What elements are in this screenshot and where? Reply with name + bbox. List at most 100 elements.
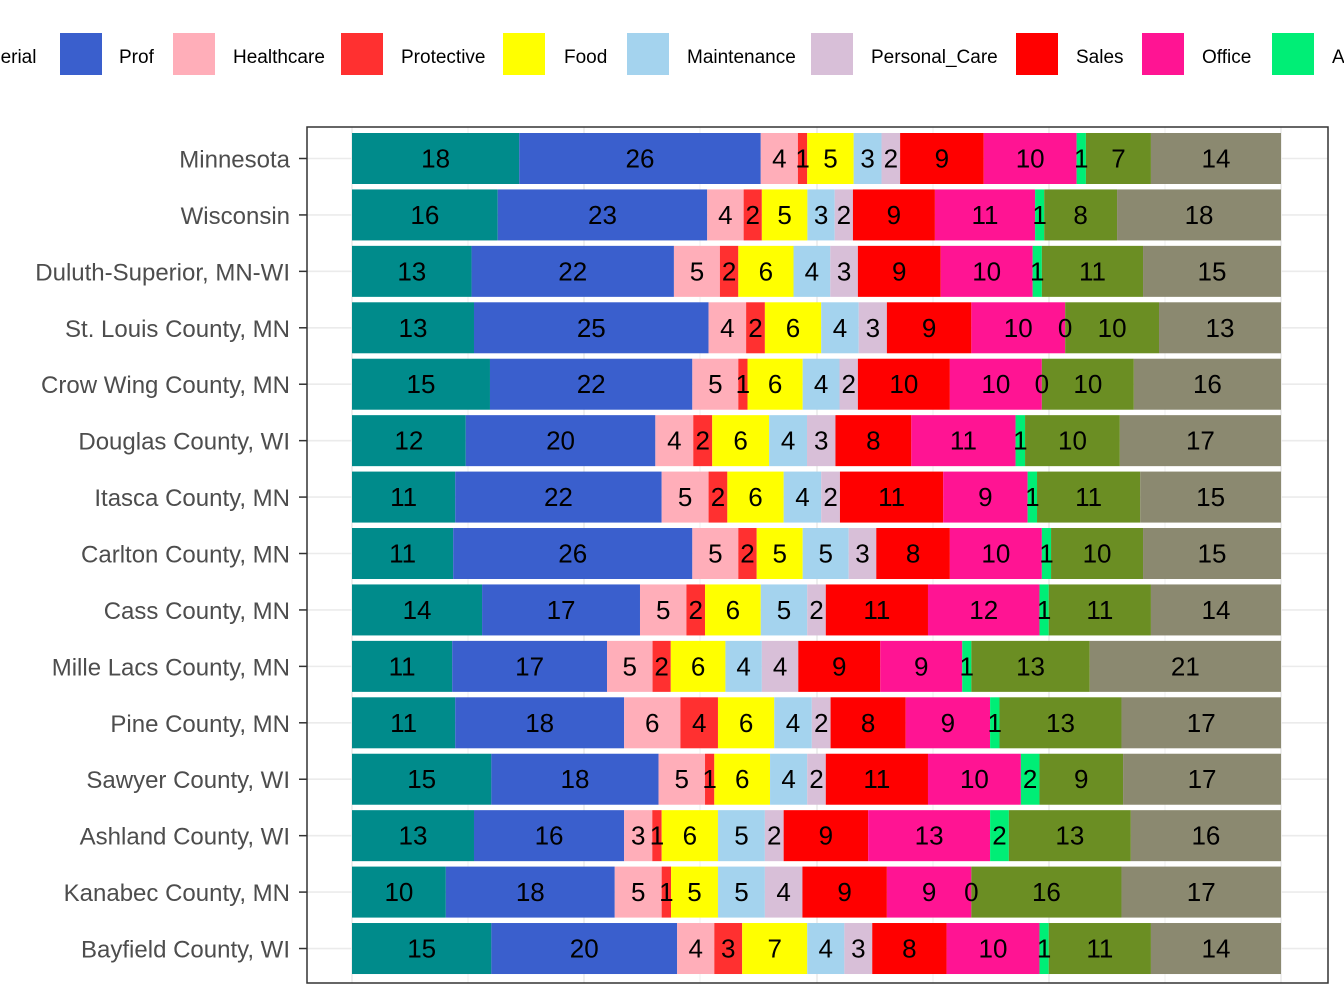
bar-production-transport-pine-county-mn: [1121, 697, 1281, 749]
data-label-food-mille-lacs-county-mn: 6: [691, 651, 705, 681]
data-label-managerial-crow-wing-county-mn: 15: [407, 369, 436, 399]
data-label-sales-duluth-superior-mn-wi: 9: [892, 256, 906, 286]
data-label-sales-wisconsin: 9: [887, 200, 901, 230]
data-label-protective-bayfield-county-wi: 3: [721, 934, 735, 964]
legend-label-prof: Prof: [119, 47, 155, 68]
bar-construction-bayfield-county-wi: [1048, 923, 1151, 975]
bar-production-transport-douglas-county-wi: [1119, 415, 1281, 467]
data-label-agriculture-crow-wing-county-mn: 0: [1035, 369, 1049, 399]
y-tick-label-wisconsin: Wisconsin: [181, 203, 290, 230]
data-label-personal-care-minnesota: 2: [884, 144, 898, 174]
bar-managerial-carlton-county-mn: [352, 528, 454, 580]
bar-managerial-crow-wing-county-mn: [352, 358, 490, 410]
y-tick-label-ashland-county-wi: Ashland County, WI: [80, 824, 290, 851]
data-label-protective-wisconsin: 2: [746, 200, 760, 230]
bar-office-mille-lacs-county-mn: [880, 640, 963, 692]
bar-protective-ashland-county-wi: [652, 810, 662, 862]
bar-sales-itasca-county-mn: [839, 471, 944, 523]
bar-protective-kanabec-county-mn: [661, 866, 672, 918]
data-label-protective-duluth-superior-mn-wi: 2: [722, 256, 736, 286]
legend-key-food: [503, 33, 545, 75]
data-label-agriculture-cass-county-mn: 1: [1037, 595, 1051, 625]
data-label-personal-care-duluth-superior-mn-wi: 3: [837, 256, 851, 286]
data-label-managerial-douglas-county-wi: 12: [394, 426, 423, 456]
data-label-production-transport-bayfield-county-wi: 14: [1202, 934, 1231, 964]
bar-managerial-itasca-county-mn: [352, 471, 456, 523]
bar-production-transport-mille-lacs-county-mn: [1089, 640, 1281, 692]
data-label-office-douglas-county-wi: 11: [950, 426, 977, 456]
data-label-construction-douglas-county-wi: 10: [1058, 426, 1087, 456]
data-label-office-minnesota: 10: [1016, 144, 1045, 174]
bar-production-transport-sawyer-county-wi: [1123, 753, 1281, 805]
data-label-managerial-minnesota: 18: [421, 144, 450, 174]
data-label-prof-crow-wing-county-mn: 22: [577, 369, 606, 399]
bar-sales-sawyer-county-wi: [825, 753, 928, 805]
bar-prof-cass-county-mn: [482, 584, 640, 636]
bar-agriculture-sawyer-county-wi: [1020, 753, 1040, 805]
data-label-prof-carlton-county-mn: 26: [558, 539, 587, 569]
data-label-sales-bayfield-county-wi: 8: [902, 934, 916, 964]
legend: gerial Prof Healthcare Protective Food Mainte…: [0, 33, 1344, 75]
data-label-healthcare-itasca-county-mn: 5: [678, 482, 692, 512]
bar-managerial-bayfield-county-wi: [352, 923, 492, 975]
data-label-construction-pine-county-mn: 13: [1046, 708, 1075, 738]
data-label-protective-st-louis-county-mn: 2: [748, 313, 762, 343]
bar-personal-care-kanabec-county-mn: [764, 866, 803, 918]
data-label-office-pine-county-mn: 9: [941, 708, 955, 738]
bar-maintenance-douglas-county-wi: [769, 415, 808, 467]
bar-prof-kanabec-county-mn: [445, 866, 615, 918]
data-label-prof-cass-county-mn: 17: [547, 595, 576, 625]
data-label-food-kanabec-county-mn: 5: [687, 877, 701, 907]
data-label-prof-minnesota: 26: [626, 144, 655, 174]
legend-key-office: [1142, 33, 1184, 75]
data-label-prof-st-louis-county-mn: 25: [577, 313, 606, 343]
bar-personal-care-pine-county-mn: [811, 697, 831, 749]
legend-label-office: Office: [1202, 47, 1251, 68]
data-label-construction-ashland-county-wi: 13: [1055, 821, 1084, 851]
bar-personal-care-ashland-county-wi: [764, 810, 784, 862]
bar-protective-crow-wing-county-mn: [738, 358, 748, 410]
panel-border: [306, 126, 1329, 984]
data-label-office-wisconsin: 11: [971, 200, 998, 230]
data-label-agriculture-duluth-superior-mn-wi: 1: [1030, 256, 1044, 286]
bar-maintenance-duluth-superior-mn-wi: [793, 245, 831, 297]
bar-production-transport-minnesota: [1150, 133, 1281, 184]
data-label-agriculture-sawyer-county-wi: 2: [1023, 764, 1037, 794]
data-label-production-transport-sawyer-county-wi: 17: [1188, 764, 1217, 794]
data-label-office-cass-county-mn: 12: [969, 595, 998, 625]
bar-protective-bayfield-county-wi: [714, 923, 743, 975]
bar-agriculture-ashland-county-wi: [990, 810, 1009, 862]
bar-office-douglas-county-wi: [911, 415, 1016, 467]
bar-sales-st-louis-county-mn: [886, 302, 972, 354]
data-label-maintenance-kanabec-county-mn: 5: [734, 877, 748, 907]
data-label-maintenance-sawyer-county-wi: 4: [781, 764, 795, 794]
y-tick-label-douglas-county-wi: Douglas County, WI: [78, 429, 290, 456]
data-label-personal-care-bayfield-county-wi: 3: [851, 934, 865, 964]
data-label-production-transport-crow-wing-county-mn: 16: [1193, 369, 1222, 399]
bar-sales-carlton-county-mn: [876, 528, 950, 580]
bar-production-transport-wisconsin: [1117, 189, 1281, 241]
bar-construction-kanabec-county-mn: [971, 866, 1122, 918]
bar-production-transport-st-louis-county-mn: [1159, 302, 1281, 354]
data-label-food-itasca-county-mn: 6: [748, 482, 762, 512]
bar-protective-douglas-county-wi: [693, 415, 713, 467]
bar-construction-carlton-county-mn: [1051, 528, 1144, 580]
bar-healthcare-crow-wing-county-mn: [692, 358, 739, 410]
y-tick-label-minnesota: Minnesota: [179, 147, 290, 174]
bar-office-pine-county-mn: [905, 697, 991, 749]
y-tick-label-bayfield-county-wi: Bayfield County, WI: [81, 937, 290, 964]
data-label-healthcare-cass-county-mn: 5: [656, 595, 670, 625]
data-label-agriculture-st-louis-county-mn: 0: [1058, 313, 1072, 343]
data-label-healthcare-mille-lacs-county-mn: 5: [623, 651, 637, 681]
data-label-managerial-wisconsin: 16: [410, 200, 439, 230]
data-label-managerial-mille-lacs-county-mn: 11: [389, 651, 416, 681]
data-label-sales-mille-lacs-county-mn: 9: [832, 651, 846, 681]
bar-construction-st-louis-county-mn: [1065, 302, 1160, 354]
bar-managerial-wisconsin: [352, 189, 498, 241]
data-label-healthcare-pine-county-mn: 6: [645, 708, 659, 738]
bar-food-bayfield-county-wi: [742, 923, 808, 975]
bar-agriculture-minnesota: [1076, 133, 1086, 184]
legend-key-prof: [60, 33, 102, 75]
bar-protective-minnesota: [797, 133, 808, 184]
bar-prof-pine-county-mn: [455, 697, 625, 749]
